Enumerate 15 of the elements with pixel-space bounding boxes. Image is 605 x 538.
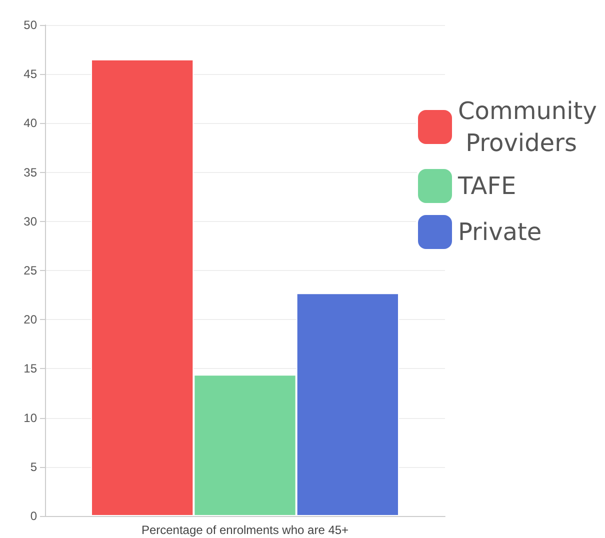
y-tick-label: 30 — [24, 214, 38, 228]
legend-label: Private — [458, 218, 542, 246]
y-tick-label: 15 — [24, 362, 38, 376]
y-tick-label: 10 — [24, 410, 38, 425]
y-tick-label: 50 — [24, 18, 38, 32]
y-tick-label: 35 — [24, 165, 38, 180]
y-tick-label: 5 — [30, 460, 38, 474]
y-tick-label: 0 — [30, 509, 38, 523]
legend-label: Community Providers — [458, 97, 597, 157]
x-tick-label: Percentage of enrolments who are 45+ — [141, 523, 349, 537]
y-tick-label: 25 — [24, 264, 38, 278]
y-tick-label: 40 — [24, 116, 38, 130]
y-tick-label: 45 — [24, 67, 38, 82]
y-tick-label: 20 — [24, 312, 38, 327]
legend-label: TAFE — [457, 172, 516, 200]
